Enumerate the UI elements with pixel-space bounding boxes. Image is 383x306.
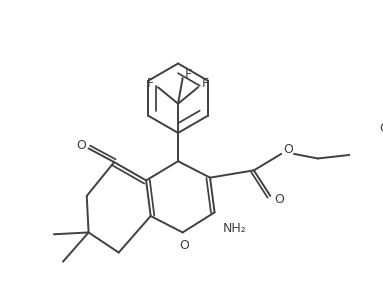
Text: F: F [147,77,154,90]
Text: F: F [185,68,192,81]
Text: O: O [380,122,383,135]
Text: O: O [180,239,190,252]
Text: F: F [202,77,209,90]
Text: O: O [275,193,285,206]
Text: NH₂: NH₂ [223,222,247,235]
Text: O: O [284,143,293,156]
Text: O: O [76,139,86,152]
